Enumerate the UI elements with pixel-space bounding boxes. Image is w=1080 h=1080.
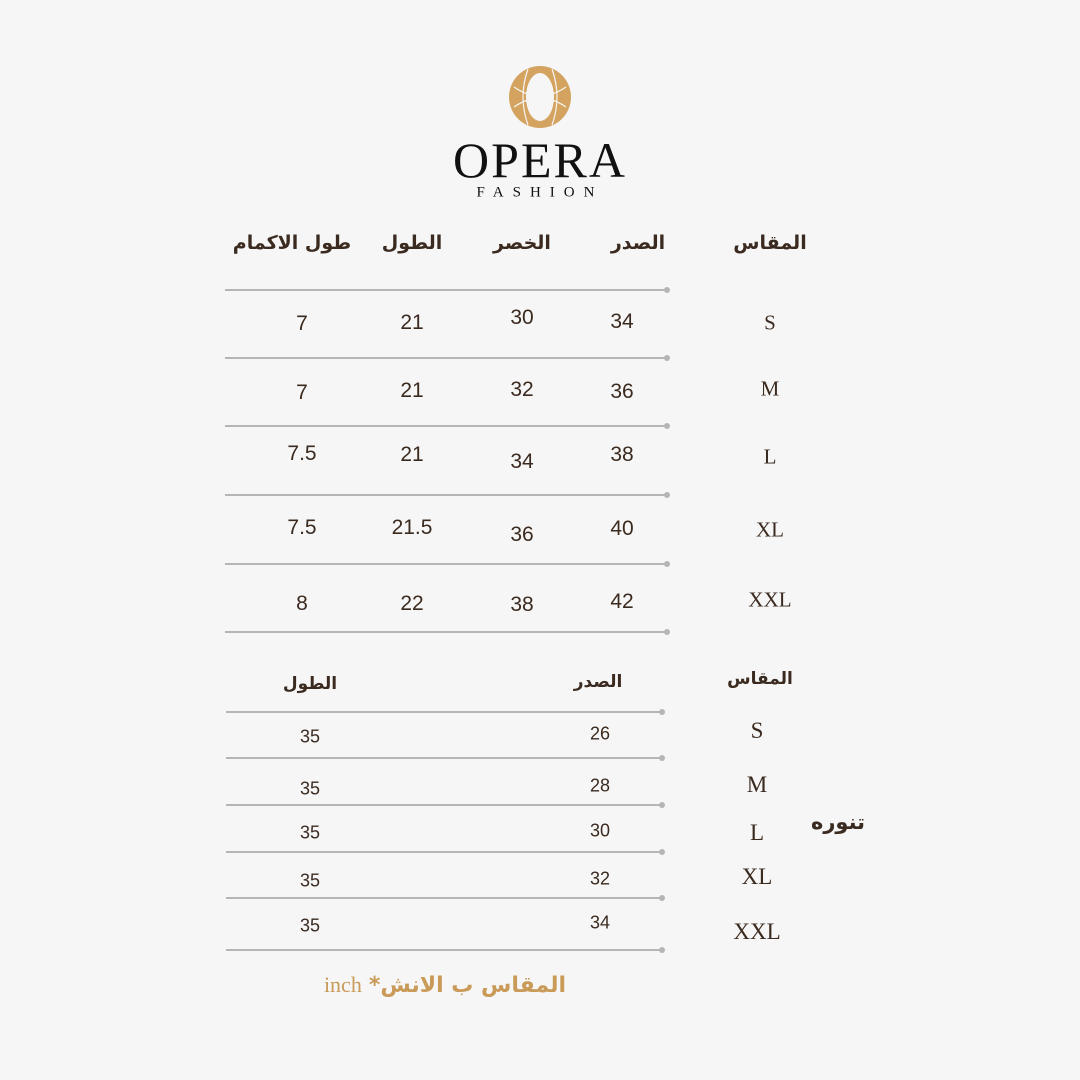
waist-cell: 30	[510, 306, 534, 329]
unit-note-english: inch	[323, 972, 362, 997]
size-cell: S	[764, 310, 776, 335]
row-divider	[226, 709, 665, 715]
skirt-chest-cell: 32	[589, 868, 611, 889]
brand-subtitle: FASHION	[476, 184, 604, 201]
length-cell: 21	[400, 379, 424, 402]
skirt-size-cell: S	[750, 718, 764, 743]
header-chest: الصدر	[610, 232, 666, 254]
skirt-size-cell: M	[746, 772, 768, 797]
row-divider	[225, 423, 670, 429]
size-cell: XXL	[748, 587, 792, 612]
skirt-header-chest: الصدر	[573, 672, 623, 692]
chest-cell: 38	[610, 443, 634, 466]
chest-cell: 36	[610, 380, 634, 403]
chest-cell: 34	[610, 310, 634, 333]
opera-logo-icon	[509, 66, 571, 128]
skirt-length-cell: 35	[299, 778, 321, 799]
header-sleeve: طول الاكمام	[232, 232, 352, 254]
sleeve-cell: 7.5	[287, 442, 317, 465]
skirt-length-cell: 35	[299, 915, 321, 936]
brand-name: OPERA	[453, 132, 627, 188]
waist-cell: 38	[510, 593, 534, 616]
row-divider	[226, 895, 665, 901]
row-divider	[225, 287, 670, 293]
header-length: الطول	[381, 232, 443, 254]
size-cell: XL	[756, 517, 784, 542]
sleeve-cell: 7	[296, 381, 308, 404]
skirt-header-length: الطول	[282, 674, 338, 694]
row-divider	[225, 492, 670, 498]
row-divider	[226, 755, 665, 761]
unit-note-arabic: *المقاس ب الانش	[368, 973, 567, 998]
skirt-label: تنوره	[810, 810, 866, 834]
sleeve-cell: 7	[296, 312, 308, 335]
row-divider	[226, 947, 665, 953]
skirt-chest-cell: 34	[589, 912, 611, 933]
row-divider	[225, 561, 670, 567]
header-waist: الخصر	[493, 232, 551, 254]
size-cell: M	[760, 376, 780, 401]
header-size: المقاس	[733, 232, 807, 254]
size-cell: L	[763, 444, 777, 469]
waist-cell: 32	[510, 378, 534, 401]
skirt-length-cell: 35	[299, 726, 321, 747]
sleeve-cell: 8	[296, 592, 308, 615]
skirt-chest-cell: 30	[589, 820, 611, 841]
chest-cell: 42	[610, 590, 634, 613]
row-divider	[226, 802, 665, 808]
skirt-size-cell: XL	[741, 864, 773, 889]
skirt-size-cell: L	[749, 820, 765, 845]
length-cell: 21	[400, 443, 424, 466]
skirt-length-cell: 35	[299, 870, 321, 891]
sleeve-cell: 7.5	[287, 516, 317, 539]
skirt-length-cell: 35	[299, 822, 321, 843]
row-divider	[226, 849, 665, 855]
skirt-chest-cell: 28	[589, 775, 611, 796]
skirt-chest-cell: 26	[589, 723, 611, 744]
skirt-header-size: المقاس	[727, 669, 793, 689]
row-divider	[225, 355, 670, 361]
length-cell: 22	[400, 592, 424, 615]
length-cell: 21	[400, 311, 424, 334]
waist-cell: 34	[510, 450, 534, 473]
skirt-size-cell: XXL	[733, 919, 781, 944]
length-cell: 21.5	[391, 516, 433, 539]
row-divider	[225, 629, 670, 635]
unit-note: inch *المقاس ب الانش	[324, 972, 566, 998]
chest-cell: 40	[610, 517, 634, 540]
waist-cell: 36	[510, 523, 534, 546]
